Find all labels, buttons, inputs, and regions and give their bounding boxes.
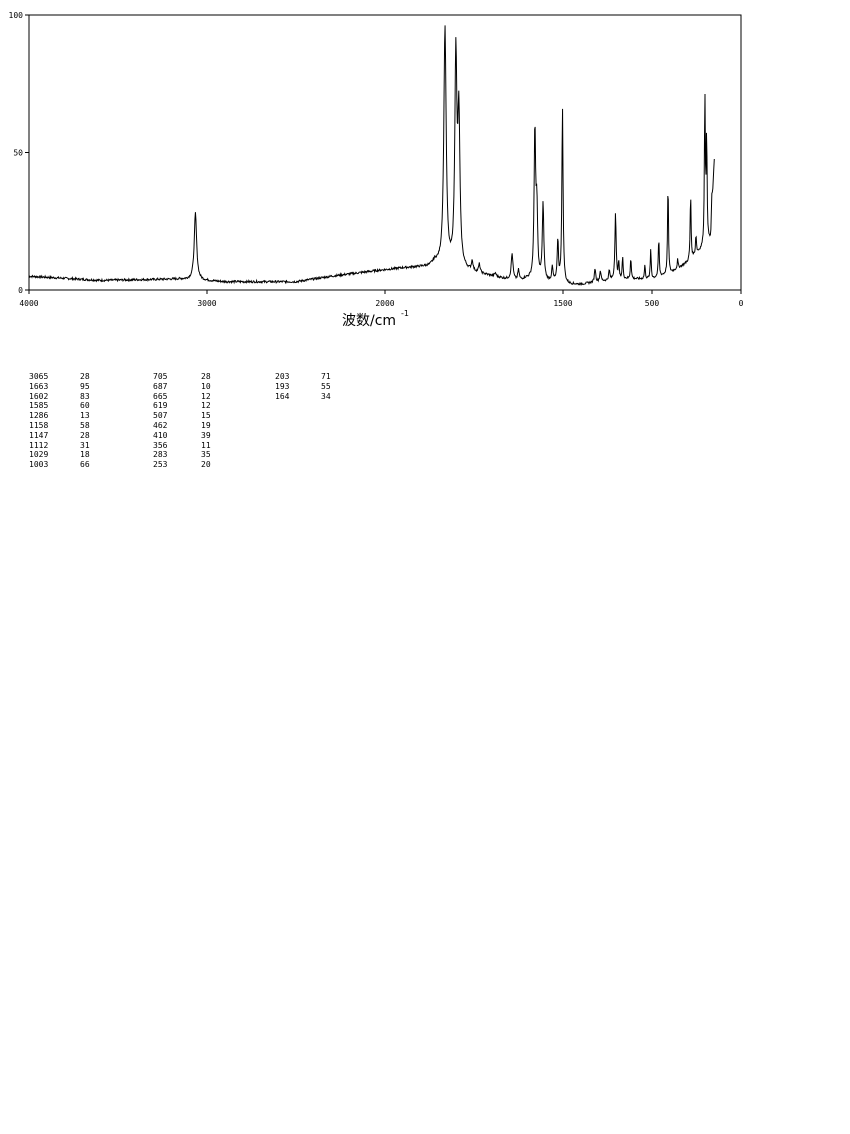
peak-intensity: 28 (201, 372, 211, 381)
peak-wavenumber: 203 (275, 372, 290, 381)
peak-wavenumber: 1029 (29, 450, 49, 460)
peak-wavenumber: 705 (153, 372, 168, 381)
x-tick-label: 500 (645, 299, 660, 308)
peak-wavenumber: 1112 (29, 440, 49, 450)
peak-wavenumber: 619 (153, 401, 168, 411)
peak-intensity: 39 (201, 430, 211, 440)
peak-intensity: 28 (80, 372, 90, 381)
x-tick-label: 2000 (375, 299, 394, 308)
peak-wavenumber: 164 (275, 391, 290, 401)
peak-wavenumber: 507 (153, 411, 168, 421)
peak-intensity: 28 (80, 430, 90, 440)
peak-intensity: 12 (201, 391, 211, 401)
peak-intensity: 20 (201, 460, 211, 470)
peak-intensity: 83 (80, 391, 90, 401)
x-tick-label: 3000 (197, 299, 216, 308)
peak-table: 3065 28 1663 95 1602 83 1585 60 1286 13 1158 58 1147… (0, 0, 850, 480)
peak-intensity: 13 (80, 411, 90, 421)
peak-wavenumber: 193 (275, 381, 290, 391)
peak-intensity: 35 (201, 450, 211, 460)
peak-intensity: 31 (80, 440, 90, 450)
y-tick-label: 100 (9, 11, 24, 20)
peak-intensity: 15 (201, 411, 211, 421)
x-tick-label: 0 (739, 299, 744, 308)
peak-wavenumber: 283 (153, 450, 168, 460)
peak-wavenumber: 687 (153, 381, 168, 391)
peak-wavenumber: 410 (153, 430, 168, 440)
x-tick-label: 4000 (19, 299, 38, 308)
peak-intensity: 12 (201, 401, 211, 411)
peak-intensity: 95 (80, 381, 90, 391)
peak-wavenumber: 253 (153, 460, 168, 470)
peak-intensity: 11 (201, 440, 211, 450)
peak-intensity: 34 (321, 391, 331, 401)
peak-intensity: 10 (201, 381, 211, 391)
peak-wavenumber: 1003 (29, 460, 49, 470)
x-axis-ticks: 4000 3000 2000 1500 500 0 (19, 290, 744, 308)
peak-intensity: 58 (80, 421, 90, 430)
x-axis-title: 波数/cm (342, 313, 396, 329)
peak-intensity: 71 (321, 372, 331, 381)
peak-intensity: 18 (80, 450, 90, 460)
peak-wavenumber: 356 (153, 440, 168, 450)
peak-intensity: 19 (201, 421, 211, 430)
peak-wavenumber: 462 (153, 421, 168, 430)
peak-intensity: 55 (321, 381, 331, 391)
y-tick-label: 0 (18, 286, 23, 295)
x-tick-label: 1500 (553, 299, 572, 308)
spectrum-line (28, 25, 715, 286)
peak-wavenumber: 1147 (29, 430, 49, 440)
y-tick-label: 50 (13, 149, 23, 158)
peak-wavenumber: 1286 (29, 411, 49, 421)
peak-wavenumber: 1663 (29, 381, 49, 391)
peak-wavenumber: 1602 (29, 391, 49, 401)
peak-wavenumber: 665 (153, 391, 168, 401)
peak-wavenumber: 3065 (29, 372, 49, 381)
peak-intensity: 60 (80, 401, 90, 411)
peak-wavenumber: 1158 (29, 421, 49, 430)
y-axis-ticks: 100 50 0 (9, 11, 29, 295)
x-axis-title-superscript: -1 (401, 309, 409, 318)
peak-wavenumber: 1585 (29, 401, 49, 411)
peak-intensity: 66 (80, 460, 90, 470)
